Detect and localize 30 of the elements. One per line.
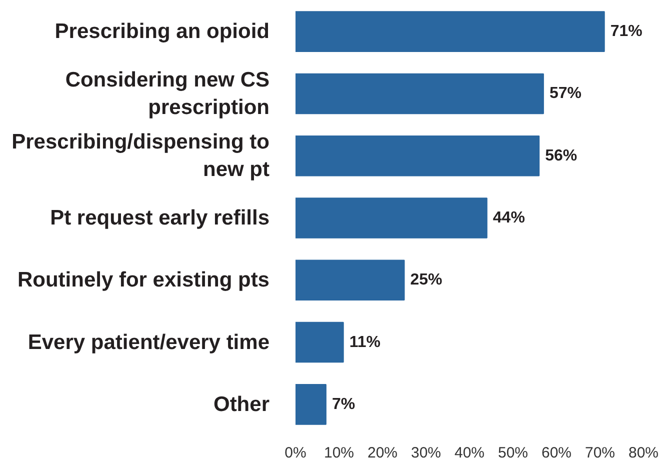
data-label: 25% [410, 272, 442, 289]
y-tick-label: Considering new CS prescription [65, 68, 270, 120]
x-tick-label: 50% [498, 444, 528, 462]
bar [296, 322, 344, 363]
x-tick-label: 20% [367, 444, 398, 462]
y-tick-label: Other [213, 392, 270, 416]
x-tick-label: 40% [454, 444, 485, 462]
y-tick-label: Routinely for existing pts [17, 268, 270, 292]
bar [296, 384, 326, 425]
x-tick-label: 10% [324, 444, 354, 462]
data-label: 56% [545, 147, 578, 164]
data-label: 57% [549, 85, 582, 102]
data-label: 11% [349, 334, 380, 351]
bar [296, 198, 488, 238]
y-tick-label: Every patient/every time [28, 330, 270, 354]
x-tick-label: 30% [410, 444, 442, 462]
x-tick-label: 60% [541, 444, 572, 462]
bar [296, 11, 605, 52]
y-tick-label: Prescribing/dispensing to new pt [12, 130, 270, 182]
y-tick-label: Pt request early refills [50, 206, 270, 230]
bar [296, 260, 405, 301]
bar [296, 135, 540, 176]
data-label: 44% [492, 210, 525, 226]
x-tick-label: 70% [584, 444, 616, 462]
x-tick-label: 0% [284, 444, 306, 462]
data-label: 7% [332, 396, 356, 413]
bar [296, 73, 544, 114]
y-tick-label: Prescribing an opioid [54, 20, 270, 44]
data-label: 71% [610, 23, 642, 40]
x-tick-label: 80% [628, 444, 659, 462]
